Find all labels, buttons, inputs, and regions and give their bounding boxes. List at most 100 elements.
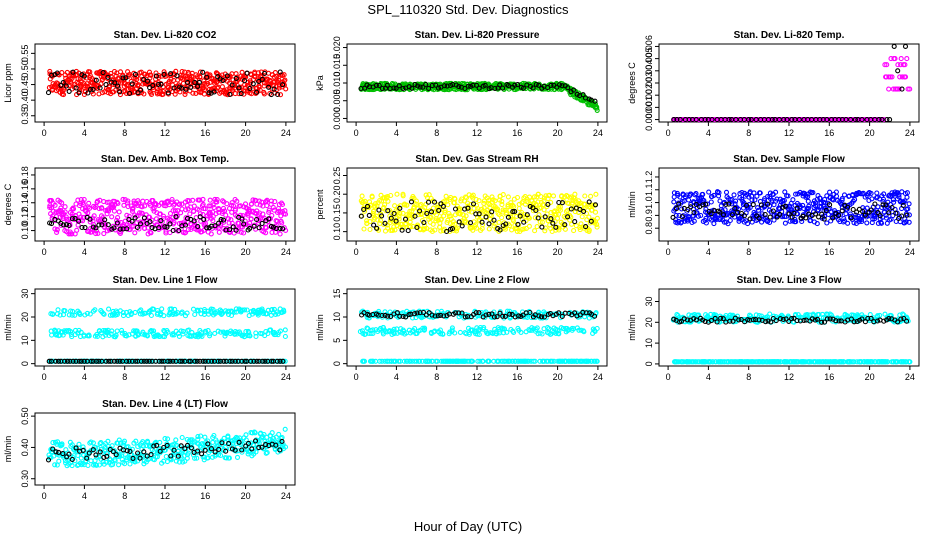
data-point bbox=[767, 214, 773, 220]
data-point bbox=[790, 197, 796, 203]
data-point bbox=[862, 212, 868, 218]
data-point bbox=[190, 208, 197, 214]
y-axis-label: degrees C bbox=[3, 183, 13, 225]
data-point bbox=[142, 203, 148, 209]
data-point bbox=[845, 204, 851, 210]
data-point bbox=[101, 311, 107, 317]
data-point bbox=[211, 204, 217, 211]
data-point bbox=[54, 229, 60, 235]
data-point bbox=[164, 224, 170, 230]
data-point bbox=[170, 358, 176, 364]
x-tick-label: 20 bbox=[553, 128, 563, 138]
data-point bbox=[79, 224, 85, 231]
data-point bbox=[183, 207, 189, 213]
data-point bbox=[183, 86, 189, 92]
data-point bbox=[167, 210, 174, 217]
data-point bbox=[757, 190, 763, 196]
data-point bbox=[207, 331, 213, 337]
data-point bbox=[186, 327, 192, 333]
data-point bbox=[423, 81, 429, 88]
data-point bbox=[277, 92, 284, 98]
data-point bbox=[477, 358, 483, 364]
data-point bbox=[693, 191, 699, 197]
data-point bbox=[884, 62, 890, 68]
x-tick-label: 24 bbox=[905, 372, 915, 382]
data-point bbox=[698, 212, 704, 219]
data-point bbox=[214, 199, 220, 205]
data-point bbox=[255, 312, 261, 318]
data-point bbox=[412, 213, 418, 219]
data-point bbox=[532, 228, 538, 234]
data-point bbox=[62, 358, 68, 364]
data-point bbox=[396, 358, 402, 364]
data-point bbox=[482, 82, 488, 88]
data-point bbox=[120, 313, 127, 319]
data-point bbox=[905, 206, 911, 212]
x-tick-label: 8 bbox=[746, 372, 751, 382]
data-point bbox=[230, 224, 236, 230]
data-point bbox=[207, 210, 213, 216]
data-point bbox=[106, 84, 113, 90]
data-point bbox=[173, 68, 179, 74]
data-point bbox=[708, 211, 714, 217]
data-point bbox=[746, 117, 752, 123]
data-point bbox=[465, 220, 471, 226]
data-point bbox=[440, 331, 446, 337]
data-point bbox=[553, 211, 559, 217]
data-point bbox=[445, 202, 451, 208]
data-point bbox=[215, 358, 221, 364]
x-tick-label: 20 bbox=[553, 372, 563, 382]
data-point bbox=[404, 202, 410, 208]
x-tick-label: 24 bbox=[593, 372, 603, 382]
x-tick-label: 12 bbox=[784, 128, 794, 138]
data-point bbox=[393, 85, 399, 91]
data-point bbox=[207, 197, 213, 203]
data-point bbox=[486, 221, 492, 227]
data-point bbox=[70, 206, 77, 212]
data-point bbox=[511, 329, 517, 336]
data-point bbox=[58, 205, 64, 211]
data-point bbox=[160, 213, 167, 219]
data-point bbox=[586, 227, 592, 233]
data-point bbox=[200, 358, 206, 364]
data-point bbox=[495, 206, 501, 212]
y-tick-label: 0.35 bbox=[20, 107, 30, 125]
data-point bbox=[581, 208, 587, 214]
data-point bbox=[898, 56, 904, 62]
data-point bbox=[475, 358, 481, 364]
data-point bbox=[194, 358, 200, 364]
data-point bbox=[499, 202, 505, 208]
data-point bbox=[266, 84, 272, 90]
data-point bbox=[160, 91, 166, 97]
x-tick-label: 0 bbox=[42, 128, 47, 138]
data-point bbox=[179, 201, 185, 207]
data-point bbox=[388, 313, 394, 319]
data-point bbox=[142, 332, 148, 338]
data-point bbox=[886, 86, 892, 92]
data-point bbox=[463, 213, 469, 219]
data-point bbox=[60, 79, 66, 86]
data-point bbox=[159, 306, 165, 312]
data-point bbox=[241, 78, 248, 84]
data-point bbox=[848, 117, 854, 123]
data-point bbox=[407, 358, 413, 364]
data-point bbox=[189, 73, 195, 79]
data-point bbox=[141, 358, 147, 364]
data-point bbox=[211, 89, 217, 95]
data-point bbox=[57, 312, 63, 318]
data-point bbox=[261, 83, 267, 89]
data-point bbox=[147, 219, 153, 225]
data-point bbox=[144, 358, 150, 364]
data-point bbox=[541, 207, 547, 213]
data-point bbox=[202, 206, 208, 212]
data-point bbox=[266, 207, 272, 213]
data-point bbox=[476, 216, 482, 223]
data-point bbox=[367, 226, 373, 233]
data-point bbox=[429, 312, 435, 318]
data-point bbox=[176, 333, 182, 339]
data-point bbox=[100, 70, 106, 76]
data-point bbox=[810, 190, 816, 196]
data-point bbox=[532, 358, 538, 364]
data-point bbox=[899, 74, 905, 80]
